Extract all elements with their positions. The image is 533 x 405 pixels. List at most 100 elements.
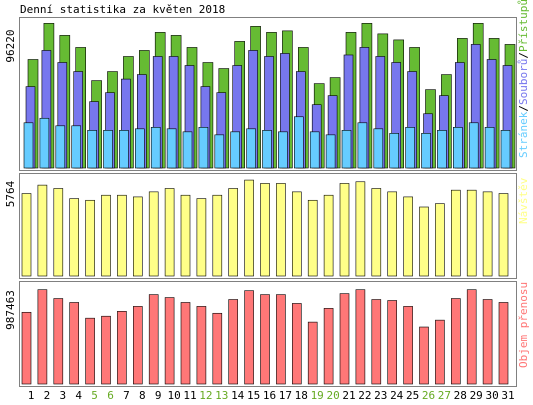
bar-visits-day-22 (355, 181, 366, 277)
bar-pages-day-12 (198, 127, 209, 169)
x-tick-label-6: 6 (107, 389, 114, 402)
bar-pages-day-20 (325, 134, 336, 169)
x-tick-label-29: 29 (470, 389, 483, 402)
x-tick-label-3: 3 (59, 389, 66, 402)
bar-kbytes-day-24 (387, 300, 398, 385)
bar-visits-day-2 (37, 184, 48, 277)
bar-kbytes-day-10 (164, 297, 175, 385)
bar-visits-day-9 (148, 191, 159, 277)
bar-pages-day-1 (23, 122, 34, 169)
bar-visits-day-16 (260, 183, 270, 277)
bar-visits-day-5 (85, 199, 95, 277)
bar-visits-day-8 (133, 196, 143, 277)
bar-kbytes-day-5 (85, 317, 95, 385)
bar-visits-day-18 (291, 191, 302, 277)
bar-pages-day-3 (55, 125, 66, 169)
x-tick-label-13: 13 (215, 389, 228, 402)
x-tick-label-17: 17 (279, 389, 292, 402)
bar-pages-day-5 (87, 130, 97, 169)
bar-visits-day-25 (403, 196, 413, 277)
bar-visits-day-30 (482, 191, 493, 277)
bar-kbytes-day-12 (196, 306, 207, 385)
x-tick-label-10: 10 (167, 389, 180, 402)
legend-separator: / (517, 52, 530, 59)
x-tick-label-11: 11 (183, 389, 196, 402)
bar-visits-day-15 (244, 179, 254, 277)
x-tick-label-12: 12 (199, 389, 212, 402)
bar-kbytes-day-28 (450, 298, 461, 385)
legend-kbytes: Objem přenosu (517, 282, 530, 368)
x-tick-label-31: 31 (501, 389, 514, 402)
bar-kbytes-day-7 (117, 311, 127, 385)
bar-kbytes-day-11 (180, 302, 191, 385)
bar-kbytes-day-26 (419, 326, 429, 385)
bar-pages-day-21 (341, 130, 352, 169)
legend-separator: / (517, 105, 530, 112)
bar-kbytes-day-23 (371, 299, 382, 385)
bar-visits-day-26 (419, 206, 429, 277)
x-tick-label-24: 24 (390, 389, 404, 402)
x-tick-label-1: 1 (28, 389, 35, 402)
bar-pages-day-4 (71, 125, 81, 169)
bar-visits-day-31 (498, 193, 509, 277)
bar-kbytes-day-19 (307, 321, 318, 385)
bar-pages-day-15 (246, 128, 256, 169)
bar-pages-day-13 (214, 134, 225, 169)
bar-pages-day-19 (309, 131, 320, 169)
bar-kbytes-day-9 (148, 294, 159, 385)
legend-files: Souborů (517, 59, 530, 105)
bar-visits-day-7 (117, 194, 127, 277)
x-tick-label-30: 30 (485, 389, 498, 402)
bar-kbytes-day-27 (435, 319, 445, 385)
top-panel-ymax-label: 96220 (4, 29, 17, 62)
svg-text:Stránek/Souborů/Přístupů: Stránek/Souborů/Přístupů (517, 0, 530, 158)
x-tick-label-8: 8 (139, 389, 146, 402)
bar-kbytes-day-17 (276, 294, 286, 385)
bar-pages-day-29 (468, 122, 479, 169)
bar-kbytes-day-20 (323, 308, 334, 385)
bar-pages-day-14 (230, 131, 240, 169)
bar-pages-day-11 (182, 131, 193, 169)
x-tick-label-7: 7 (123, 389, 130, 402)
bar-kbytes-day-31 (498, 302, 509, 385)
bot-panel-bars (21, 289, 509, 385)
x-tick-label-26: 26 (422, 389, 435, 402)
mid-panel-ymax-label: 5764 (4, 180, 17, 207)
bar-visits-day-13 (212, 194, 223, 277)
bar-kbytes-day-25 (403, 306, 413, 385)
bar-visits-day-6 (101, 194, 111, 277)
panel-frame-1 (19, 17, 517, 171)
x-tick-label-9: 9 (155, 389, 162, 402)
bar-visits-day-11 (180, 194, 191, 277)
x-tick-label-19: 19 (311, 389, 324, 402)
bar-kbytes-day-3 (53, 298, 64, 385)
bar-visits-day-10 (164, 188, 175, 277)
bar-visits-day-12 (196, 198, 207, 277)
x-tick-label-18: 18 (295, 389, 308, 402)
bot-panel-ymax-label: 987463 (4, 290, 17, 330)
bar-kbytes-day-2 (37, 289, 48, 385)
bar-pages-day-27 (437, 130, 447, 169)
bar-visits-day-19 (307, 199, 318, 277)
bar-pages-day-28 (452, 127, 463, 169)
bar-kbytes-day-13 (212, 312, 223, 385)
bar-visits-day-28 (450, 189, 461, 277)
x-tick-label-21: 21 (342, 389, 355, 402)
bar-visits-day-27 (435, 203, 445, 277)
bar-visits-day-1 (21, 193, 32, 277)
chart-title: Denní statistika za květen 2018 (20, 3, 225, 16)
bar-visits-day-14 (228, 188, 238, 277)
bar-pages-day-10 (166, 128, 177, 169)
bar-pages-day-16 (262, 130, 272, 169)
x-tick-label-25: 25 (406, 389, 419, 402)
bar-kbytes-day-18 (291, 303, 302, 385)
legend-hits: Přístupů (517, 0, 530, 52)
bar-pages-day-18 (293, 116, 304, 169)
bar-kbytes-day-30 (482, 299, 493, 385)
bar-kbytes-day-15 (244, 290, 254, 385)
x-tick-label-14: 14 (231, 389, 245, 402)
bar-pages-day-22 (357, 122, 368, 169)
bar-kbytes-day-1 (21, 311, 32, 385)
bar-pages-day-31 (500, 130, 511, 169)
